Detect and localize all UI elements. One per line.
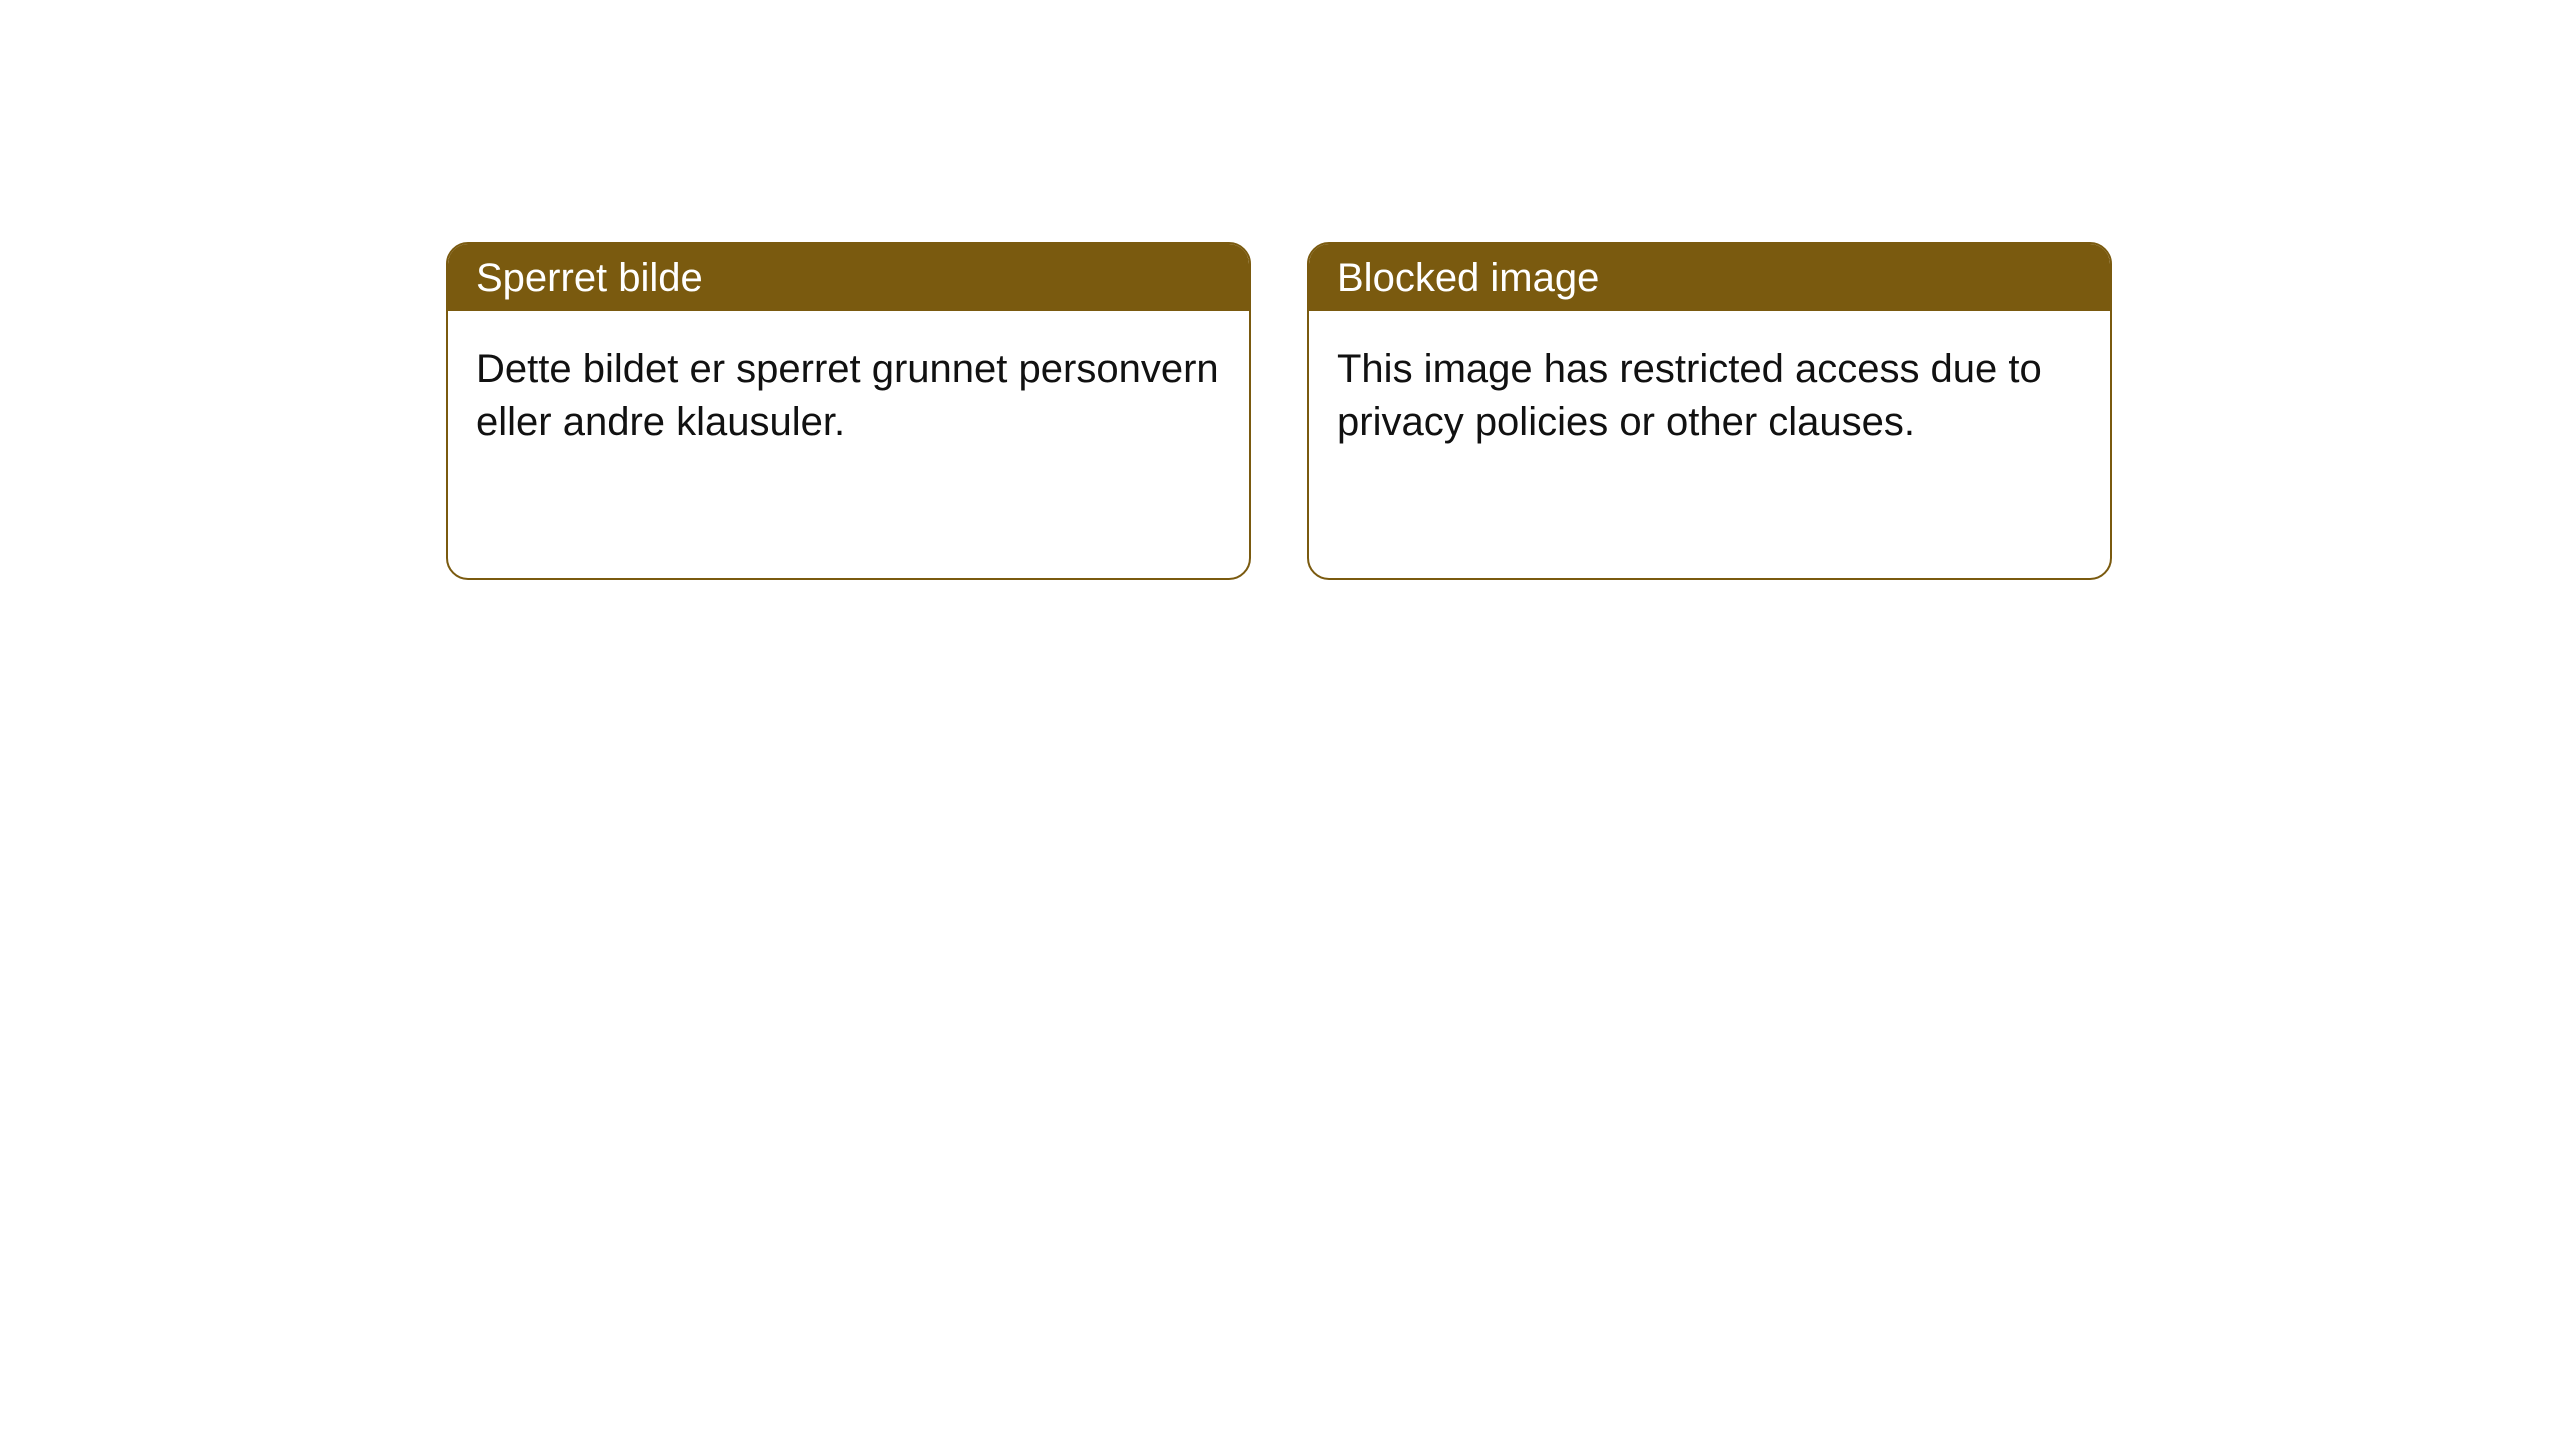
notice-card-no: Sperret bilde Dette bildet er sperret gr… (446, 242, 1251, 580)
notice-card-title: Blocked image (1309, 244, 2110, 311)
notice-card-body: This image has restricted access due to … (1309, 311, 2110, 477)
notice-card-en: Blocked image This image has restricted … (1307, 242, 2112, 580)
notice-cards-row: Sperret bilde Dette bildet er sperret gr… (0, 0, 2560, 580)
notice-card-title: Sperret bilde (448, 244, 1249, 311)
notice-card-body: Dette bildet er sperret grunnet personve… (448, 311, 1249, 477)
